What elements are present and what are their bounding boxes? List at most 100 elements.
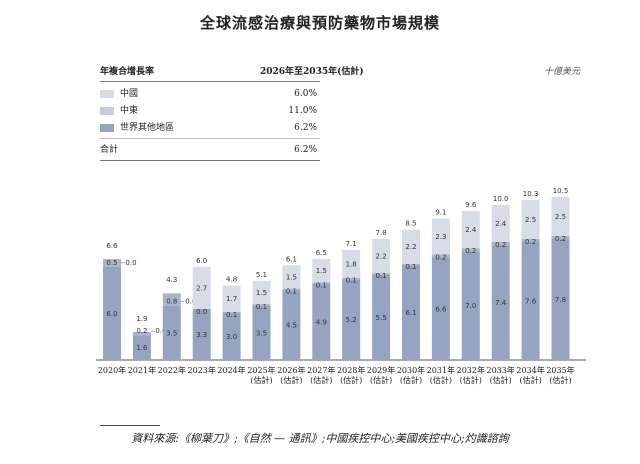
bar-middle-east [372, 273, 391, 275]
data-label-china: 2.4 [465, 226, 477, 234]
data-label-total: 4.8 [226, 275, 237, 283]
bar-rest-of-world [192, 308, 211, 360]
data-label-total: 7.1 [346, 240, 357, 248]
legend-swatch-rest-of-world [100, 124, 114, 132]
x-tick-label: (估計) [280, 375, 302, 385]
bar-rest-of-world [402, 265, 420, 360]
data-label-china: 2.4 [495, 220, 507, 228]
bar-rest-of-world [551, 238, 570, 360]
bar-rest-of-world [372, 274, 391, 360]
data-label-china: 2.2 [376, 252, 387, 260]
data-label-middle-east: 0.1 [286, 288, 297, 296]
x-tick-label: 2033年 [487, 365, 515, 375]
bar-rest-of-world [162, 305, 181, 360]
table-bottom-rule [100, 160, 320, 161]
x-tick-label: 2027年 [307, 365, 335, 375]
data-label-china: 2.3 [435, 233, 446, 241]
bar-china [222, 285, 241, 312]
data-label-rest-of-world: 3.5 [256, 329, 267, 337]
data-label-middle-east: 0.2 [465, 247, 476, 255]
data-label-total: 9.6 [465, 201, 477, 209]
x-tick-label: 2023年 [188, 365, 216, 375]
data-label-rest-of-world: 6.1 [405, 309, 416, 317]
data-label-rest-of-world: 3.0 [226, 333, 237, 341]
x-tick-label: 2022年 [158, 365, 186, 375]
bar-middle-east [252, 304, 271, 306]
bar-rest-of-world [252, 305, 271, 360]
data-label-total: 4.3 [166, 276, 177, 284]
table-header: 年複合增長率 2026年至2035年(估計) 十億美元 [100, 64, 580, 80]
table-row-middle-east: 中東 11.0% [100, 103, 580, 119]
cagr-china: 6.0% [294, 89, 317, 99]
data-label-rest-of-world: 1.6 [136, 344, 148, 352]
x-tick-label: (估計) [430, 375, 452, 385]
header-cagr: 年複合增長率 [100, 67, 155, 77]
x-tick-label: (估計) [250, 375, 272, 385]
bar-middle-east [402, 263, 420, 266]
data-label-total: 7.8 [376, 229, 387, 237]
data-label-rest-of-world: 7.8 [555, 296, 566, 304]
x-tick-label: 2030年 [397, 365, 425, 375]
bar-china [192, 266, 211, 309]
x-tick-label: 2035年 [546, 365, 574, 375]
data-label-china: 0.0 [125, 259, 136, 267]
legend-label-china: 中國 [120, 89, 139, 99]
bar-china [521, 200, 540, 239]
x-tick-label: 2031年 [427, 365, 455, 375]
bar-rest-of-world [461, 251, 480, 360]
data-label-middle-east: 0.1 [376, 272, 387, 280]
unit-label: 十億美元 [543, 67, 580, 77]
cagr-middle-east: 11.0% [288, 106, 317, 116]
data-label-total: 10.0 [493, 195, 509, 203]
bar-middle-east [521, 238, 540, 243]
data-label-china: 2.7 [196, 284, 207, 292]
data-label-rest-of-world: 4.9 [316, 318, 327, 326]
bar-rest-of-world [491, 245, 510, 360]
data-label-total: 8.5 [405, 220, 416, 228]
data-label-middle-east: 0.1 [405, 263, 416, 271]
x-tick-label: (估計) [460, 375, 482, 385]
cagr-rest-of-world: 6.2% [294, 123, 317, 133]
bar-middle-east [461, 248, 480, 252]
data-label-china: 1.5 [316, 267, 327, 275]
legend-swatch-middle-east [100, 107, 114, 115]
table-divider [100, 81, 320, 82]
bar-china [342, 249, 361, 278]
legend-swatch-china [100, 90, 114, 98]
x-tick-label: (估計) [310, 375, 332, 385]
x-tick-label: 2020年 [98, 365, 126, 375]
bar-china [431, 218, 450, 255]
x-tick-label: (估計) [490, 375, 512, 385]
data-label-rest-of-world: 5.5 [376, 314, 387, 322]
data-label-rest-of-world: 4.5 [286, 322, 297, 330]
data-label-total: 6.1 [286, 255, 297, 263]
bar-rest-of-world [282, 290, 301, 360]
data-label-china: 2.5 [555, 213, 566, 221]
bar-china [491, 204, 510, 243]
data-label-rest-of-world: 6.6 [435, 305, 447, 313]
data-label-middle-east: 0.1 [316, 281, 327, 289]
source-note: 資料來源:《柳葉刀》;《自然 — 通訊》;中國疾控中心;美國疾控中心;灼識諮詢 [131, 432, 509, 445]
bar-china [282, 265, 301, 289]
data-label-rest-of-world: 3.3 [196, 331, 207, 339]
bar-rest-of-world [132, 335, 151, 360]
data-label-middle-east: 0.2 [495, 241, 506, 249]
bar-middle-east [282, 288, 301, 291]
x-tick-label: 2029年 [367, 365, 395, 375]
data-label-total: 1.9 [136, 315, 147, 323]
table-row-china: 中國 6.0% [100, 86, 580, 102]
bar-china [372, 238, 391, 274]
x-tick-label: 2028年 [337, 365, 365, 375]
bar-middle-east [431, 254, 450, 258]
data-label-middle-east: 0.2 [555, 235, 566, 243]
data-label-middle-east: 0.5 [106, 259, 117, 267]
data-label-middle-east: 0.2 [435, 253, 446, 261]
table-row-rest-of-world: 世界其他地區 6.2% [100, 120, 580, 136]
data-label-middle-east: 0.8 [166, 298, 177, 306]
bar-middle-east [132, 332, 151, 336]
bar-rest-of-world [103, 266, 121, 360]
data-label-china: 1.7 [226, 295, 237, 303]
data-label-rest-of-world: 5.2 [346, 316, 357, 324]
data-label-total: 6.5 [316, 249, 327, 257]
source-rule [100, 425, 160, 426]
